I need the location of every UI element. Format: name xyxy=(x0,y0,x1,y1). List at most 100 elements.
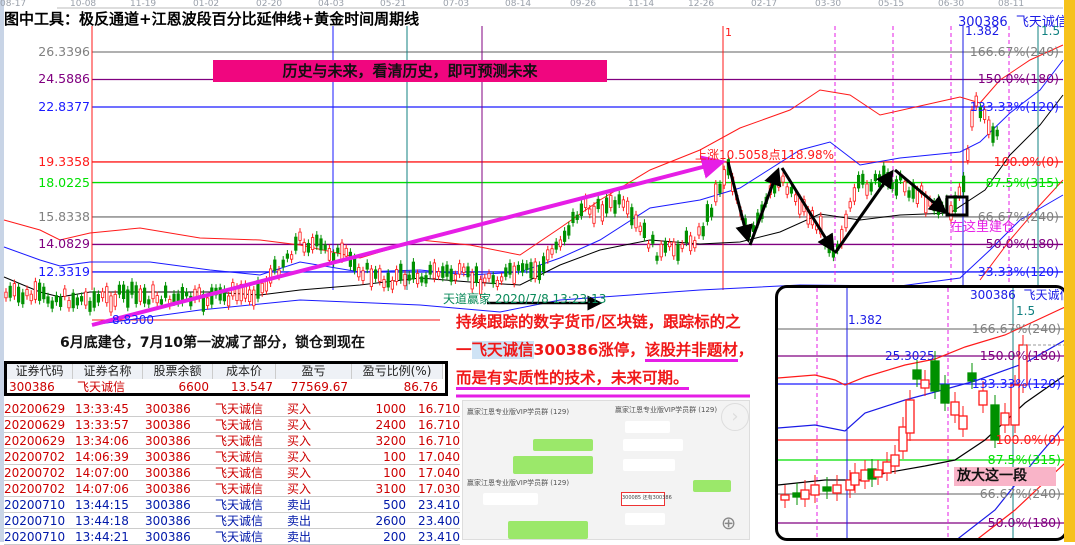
chat-bubble xyxy=(625,421,670,433)
candle-body xyxy=(302,242,306,253)
inset-candle-body xyxy=(810,484,820,496)
inset-candle-body xyxy=(978,390,988,406)
upper-band xyxy=(3,44,1064,259)
inset-candle-body xyxy=(912,369,922,380)
candle-body xyxy=(163,285,168,298)
table-row[interactable]: 20200710 13:44:21 300386 飞天诚信 卖出 200 23.410 xyxy=(4,529,460,545)
cycle-15-label: 1.5 xyxy=(1041,24,1061,38)
candlesticks xyxy=(4,92,999,316)
candle-body xyxy=(357,267,361,278)
date-tick: 02-17 xyxy=(751,0,778,9)
watermark: 天道赢家 2020/7/8 13:23:13 xyxy=(443,292,607,306)
trade-date: 20200629 xyxy=(4,434,66,448)
candle-body xyxy=(777,177,781,188)
candle-body xyxy=(205,297,210,307)
candle-body xyxy=(550,248,554,255)
candle-body xyxy=(852,187,857,202)
trade-code: 300386 xyxy=(145,418,191,432)
candle-body xyxy=(533,261,537,279)
inset-percent-label: 100.0%(0) xyxy=(995,432,1061,447)
trade-name: 飞天诚信 xyxy=(215,514,264,528)
candle-body xyxy=(449,268,453,282)
build-here-label: 在这里建仓 xyxy=(950,220,1016,235)
candle-body xyxy=(579,203,584,217)
candle-body xyxy=(436,271,441,277)
zoom-in-icon[interactable]: ⊕ xyxy=(721,513,737,534)
candle-body xyxy=(268,268,273,284)
chat-screenshot: 赢家江恩专业版VIP学员群 (129) 赢家江恩专业版VIP学员群 (129) … xyxy=(462,400,750,540)
candle-body xyxy=(831,249,836,258)
candle-body xyxy=(428,264,432,275)
inset-candle-body xyxy=(1010,384,1020,426)
date-tick: 11-14 xyxy=(628,0,655,9)
candle-body xyxy=(441,266,445,278)
inset-percent-label: 166.67%(240) xyxy=(971,321,1061,336)
candle-body xyxy=(247,289,252,302)
wave-arrow xyxy=(726,161,753,243)
candle-body xyxy=(390,280,395,290)
candle-body xyxy=(59,297,63,307)
inset-candle-body xyxy=(780,494,790,501)
date-tick: 05-21 xyxy=(380,0,407,9)
trade-qty: 2600 xyxy=(375,514,406,528)
candle-body xyxy=(546,249,550,261)
candle-body xyxy=(386,272,390,288)
candle-body xyxy=(714,183,718,203)
col-header-name[interactable]: 证券名称 xyxy=(73,364,143,379)
scrollbar[interactable] xyxy=(1064,0,1075,542)
stock-code: 300386 xyxy=(958,15,1008,30)
candle-body xyxy=(306,242,311,253)
col-header-cost[interactable]: 成本价 xyxy=(213,364,276,379)
table-row[interactable]: 20200702 14:06:39 300386 飞天诚信 买入 100 17.040 xyxy=(4,449,460,465)
candle-body xyxy=(352,257,357,271)
candle-body xyxy=(424,275,428,284)
col-header-balance[interactable]: 股票余额 xyxy=(143,364,213,379)
next-arrow-icon[interactable]: › xyxy=(721,403,749,431)
trade-code: 300386 xyxy=(145,434,191,448)
table-row[interactable]: 20200629 13:34:06 300386 飞天诚信 买入 3200 16.710 xyxy=(4,433,460,449)
table-row[interactable]: 20200629 13:33:57 300386 飞天诚信 买入 2400 16.710 xyxy=(4,417,460,433)
col-header-pnl[interactable]: 盈亏 xyxy=(276,364,352,379)
rise-label: 上涨10.5058点118.98% xyxy=(695,148,835,162)
candle-body xyxy=(722,169,726,186)
candle-body xyxy=(4,291,8,299)
candle-body xyxy=(684,230,689,243)
holding-pnl-ratio: 86.76 xyxy=(403,380,438,394)
candle-body xyxy=(617,194,621,205)
trade-side: 卖出 xyxy=(287,530,312,544)
price-level-label: 15.8338 xyxy=(38,208,90,224)
candle-body xyxy=(647,243,651,249)
table-row[interactable]: 20200710 13:44:18 300386 飞天诚信 卖出 2600 23.400 xyxy=(4,513,460,529)
candle-body xyxy=(453,274,458,281)
candle-body xyxy=(369,268,374,287)
trade-time: 13:34:06 xyxy=(75,434,129,448)
trade-time: 13:44:18 xyxy=(75,514,129,528)
candle-body xyxy=(365,262,369,270)
candle-body xyxy=(315,234,319,247)
candle-body xyxy=(478,279,483,295)
trade-code: 300386 xyxy=(145,482,191,496)
candle-body xyxy=(861,173,865,185)
table-row[interactable]: 20200702 14:07:00 300386 飞天诚信 买入 100 17.040 xyxy=(4,465,460,481)
price-level-label: 12.3319 xyxy=(38,263,90,279)
candle-body xyxy=(747,228,752,238)
percent-level-label: 100.0%(0) xyxy=(993,153,1059,169)
inset-candle-body xyxy=(898,426,908,452)
commentary-line-1: 持续跟踪的数字货币/区块链，跟踪标的之 xyxy=(456,313,741,331)
trade-code: 300386 xyxy=(145,402,191,416)
candle-body xyxy=(155,295,159,304)
col-header-code[interactable]: 证券代码 xyxy=(7,364,73,379)
trade-price: 17.040 xyxy=(418,466,460,480)
candle-body xyxy=(600,204,605,222)
candle-body xyxy=(92,291,96,308)
trade-name: 飞天诚信 xyxy=(215,434,264,448)
candle-body xyxy=(495,279,500,287)
chat-group-title: 赢家江恩专业版VIP学员群 (129) xyxy=(615,406,718,414)
table-row[interactable]: 20200702 14:07:06 300386 飞天诚信 买入 3100 17.030 xyxy=(4,481,460,497)
col-header-pnl-ratio[interactable]: 盈亏比例(%) xyxy=(352,364,443,379)
trade-time: 14:06:39 xyxy=(75,450,129,464)
table-row[interactable]: 20200629 13:33:45 300386 飞天诚信 买入 1000 16.710 xyxy=(4,401,460,417)
candle-body xyxy=(605,197,609,214)
table-row[interactable]: 20200710 13:44:15 300386 飞天诚信 卖出 500 23.410 xyxy=(4,497,460,513)
candle-body xyxy=(327,248,332,261)
